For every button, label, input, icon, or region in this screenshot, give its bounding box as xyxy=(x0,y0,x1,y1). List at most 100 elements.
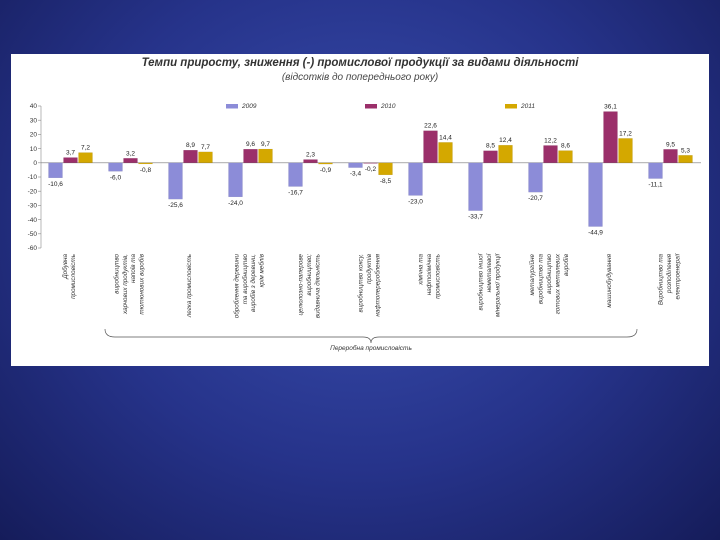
bar-2009 xyxy=(348,162,363,168)
y-tick-label: 30 xyxy=(30,117,38,124)
category-label: та виробництво xyxy=(241,254,249,305)
category-label: виробництво та xyxy=(537,254,545,305)
category-label: хімічна та xyxy=(417,254,425,286)
data-label-2009: -20,7 xyxy=(528,195,543,202)
category-label: продуктів xyxy=(365,253,373,284)
category-label: машинобудування xyxy=(605,253,613,307)
data-label-2010: 36,1 xyxy=(604,104,617,111)
y-tick-label: -10 xyxy=(28,174,38,181)
category-label: мінеральної продукції xyxy=(493,252,501,317)
data-label-2010: 9,5 xyxy=(666,141,675,148)
chart-title: Темпи приросту, зниження (-) промислової… xyxy=(141,57,579,69)
category-label: виробництво xyxy=(112,254,120,294)
y-tick-label: 20 xyxy=(30,132,38,139)
category-label: оброблення деревини xyxy=(232,254,240,319)
data-label-2011: -8,5 xyxy=(380,178,392,185)
bar-2011 xyxy=(258,148,273,163)
y-tick-label: 0 xyxy=(33,160,37,167)
chart-card: Темпи приросту, зниження (-) промислової… xyxy=(11,54,709,366)
bar-2010 xyxy=(603,111,618,163)
category-label: виробництво; xyxy=(305,254,313,296)
bar-2009 xyxy=(168,162,183,200)
bar-2011 xyxy=(138,162,153,165)
data-label-2009: -24,0 xyxy=(228,200,243,207)
bar-chart: 403020100-10-20-30-40-50-60-10,6-6,0-25,… xyxy=(28,103,701,352)
category-label: електроенергії xyxy=(673,252,681,299)
y-tick-label: -30 xyxy=(28,203,38,210)
data-label-2010: 3,2 xyxy=(126,150,135,157)
data-label-2010: 8,9 xyxy=(186,142,195,149)
category-label: нафтохімічна xyxy=(425,254,433,296)
category-label: Добувна xyxy=(61,254,69,280)
data-label-2010: 9,6 xyxy=(246,141,255,148)
data-label-2011: -0,8 xyxy=(140,167,152,174)
data-label-2009: -6,0 xyxy=(110,174,122,181)
y-tick-label: -40 xyxy=(28,217,38,224)
bar-2009 xyxy=(228,162,243,198)
data-label-2011: 5,3 xyxy=(681,147,690,154)
category-label: Виробництво та xyxy=(657,254,665,306)
legend-label-2009: 2009 xyxy=(241,103,257,110)
bar-2009 xyxy=(48,162,63,179)
bar-2010 xyxy=(303,159,318,163)
bar-2010 xyxy=(543,145,558,163)
category-label: виробництво іншої xyxy=(477,252,485,310)
category-label: виробів з деревини, xyxy=(249,254,257,312)
data-label-2011: 9,7 xyxy=(261,141,270,148)
y-tick-label: 10 xyxy=(30,146,38,153)
category-label: видавнича діяльність xyxy=(313,254,321,318)
category-label: тютюнових виробів xyxy=(138,253,146,314)
category-label: готових металевих xyxy=(554,253,561,314)
category-label: напоїв та xyxy=(130,254,137,283)
category-label: промисловість xyxy=(433,254,441,299)
group-label: Переробна промисловість xyxy=(330,344,412,352)
data-label-2011: 12,4 xyxy=(499,137,512,144)
category-label: виробництво xyxy=(545,254,553,294)
data-label-2009: -33,7 xyxy=(468,214,483,221)
bar-2010 xyxy=(363,162,378,164)
category-label: нафтоперероблення xyxy=(373,253,381,316)
data-label-2009: -44,9 xyxy=(588,230,603,237)
data-label-2009: -25,6 xyxy=(168,202,183,209)
bar-2011 xyxy=(198,151,213,163)
category-label: виробництво коксу, xyxy=(357,254,365,313)
legend-swatch-2011 xyxy=(505,104,517,109)
category-label: виробів xyxy=(562,253,570,276)
bar-2009 xyxy=(528,162,543,193)
bar-2010 xyxy=(183,150,198,163)
y-tick-label: -20 xyxy=(28,188,38,195)
legend-swatch-2009 xyxy=(226,104,238,109)
data-label-2009: -3,4 xyxy=(350,171,362,178)
category-label: харчових продуктів, xyxy=(121,254,129,315)
legend-label-2011: 2011 xyxy=(520,103,535,110)
data-label-2009: -11,1 xyxy=(648,182,663,189)
y-tick-label: 40 xyxy=(30,103,38,110)
data-label-2011: -0,9 xyxy=(320,167,332,174)
bar-2010 xyxy=(243,149,258,163)
legend-swatch-2010 xyxy=(365,104,377,109)
bar-2011 xyxy=(78,152,93,163)
bar-2009 xyxy=(108,162,123,172)
bar-2011 xyxy=(318,162,333,165)
y-tick-label: -50 xyxy=(28,231,38,238)
data-label-2010: 8,5 xyxy=(486,143,495,150)
group-brace xyxy=(104,328,638,344)
bar-2009 xyxy=(468,162,483,211)
data-label-2010: -0,2 xyxy=(365,166,377,173)
bar-2010 xyxy=(663,149,678,163)
bar-2011 xyxy=(378,162,393,176)
category-label: целюлозно-паперове xyxy=(298,254,305,316)
data-label-2009: -10,6 xyxy=(48,181,63,188)
category-label: металургійне xyxy=(528,254,536,296)
bar-2011 xyxy=(438,142,453,163)
category-label: промисловість xyxy=(69,254,77,299)
data-label-2010: 2,3 xyxy=(306,152,315,159)
data-label-2011: 8,6 xyxy=(561,143,570,150)
bar-2009 xyxy=(588,162,603,227)
bar-2011 xyxy=(678,155,693,163)
data-label-2011: 7,7 xyxy=(201,144,210,151)
bar-2009 xyxy=(288,162,303,187)
data-label-2009: -16,7 xyxy=(288,190,303,197)
bar-2009 xyxy=(648,162,663,179)
chart-subtitle: (відсотків до попереднього року) xyxy=(281,72,439,83)
